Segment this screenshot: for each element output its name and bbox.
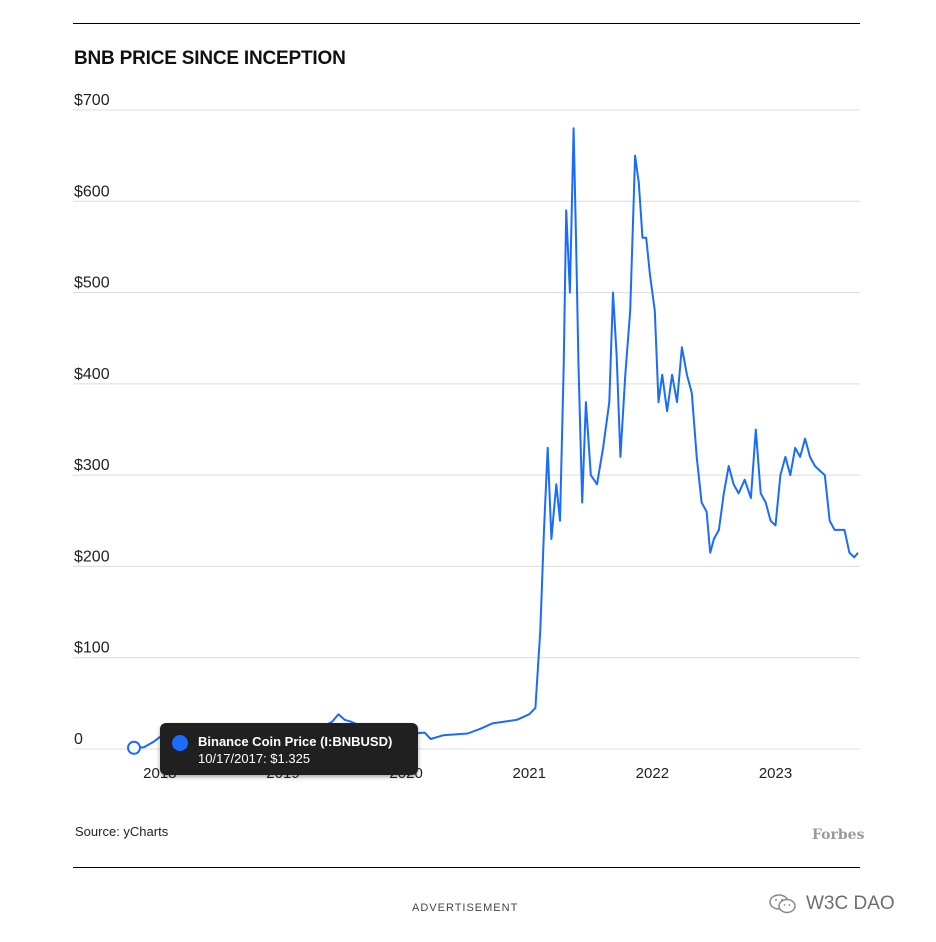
- top-divider: [73, 23, 860, 24]
- x-tick-label: 2021: [513, 765, 546, 782]
- y-tick-label: $500: [74, 275, 110, 292]
- series-layer: [127, 127, 859, 755]
- y-tick-label: $700: [74, 92, 110, 109]
- data-tooltip: Binance Coin Price (I:BNBUSD) 10/17/2017…: [160, 723, 418, 775]
- y-axis-labels: $700 $600 $500 $400 $300 $200 $100 0: [74, 92, 110, 748]
- tooltip-value: 10/17/2017: $1.325: [198, 751, 311, 766]
- grid-layer: [73, 109, 860, 750]
- series-line-0: [133, 127, 859, 749]
- y-tick-label: $300: [74, 457, 110, 474]
- chart-title: BNB PRICE SINCE INCEPTION: [74, 48, 346, 69]
- publisher-logo: Forbes: [812, 827, 865, 843]
- watermark: W3C DAO: [768, 893, 895, 915]
- advertisement-label: ADVERTISEMENT: [412, 902, 519, 914]
- y-tick-label: $100: [74, 640, 110, 657]
- wechat-icon: [769, 894, 796, 914]
- highlight-point[interactable]: [127, 740, 141, 755]
- y-tick-label: $200: [74, 548, 110, 565]
- bottom-divider: [73, 867, 860, 868]
- x-tick-label: 2022: [636, 765, 669, 782]
- x-tick-label: 2023: [759, 765, 792, 782]
- watermark-text: W3C DAO: [806, 893, 895, 914]
- tooltip-series-name: Binance Coin Price (I:BNBUSD): [198, 734, 393, 749]
- y-tick-label: 0: [74, 731, 83, 748]
- source-note: Source: yCharts: [75, 824, 169, 839]
- y-tick-label: $400: [74, 366, 110, 383]
- y-tick-label: $600: [74, 183, 110, 200]
- series-color-dot: [172, 735, 188, 751]
